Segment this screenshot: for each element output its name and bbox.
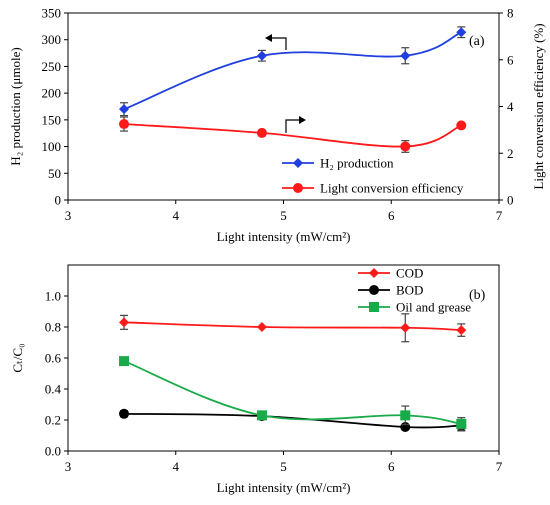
legend-label: H₂ production [320, 156, 394, 171]
y2-tick-label: 4 [507, 99, 514, 114]
right-arrow-head [299, 116, 306, 124]
data-point [119, 317, 130, 328]
y2-tick-label: 0 [507, 193, 514, 208]
data-point [119, 119, 130, 130]
y-tick-label: 0 [55, 193, 62, 208]
chart-panel-b: 3 4 5 6 7 0.0 0.2 0.4 0.6 0.8 1.0 Light intensity (… [10, 264, 503, 495]
x-tick-label: 6 [388, 208, 395, 223]
legend-marker [369, 285, 379, 295]
series-line [123, 321, 462, 331]
y-tick-label: 1.0 [45, 289, 61, 304]
data-point [256, 50, 267, 61]
series-0 [119, 26, 467, 117]
series-1 [119, 116, 467, 153]
x-axis-label: Light intensity (mW/cm²) [217, 480, 351, 495]
data-point [456, 418, 467, 429]
left-arrow-head [265, 34, 272, 42]
y-axis-label: Cₜ/C₀ [10, 343, 25, 372]
data-point [456, 27, 467, 38]
y-tick-label: 50 [48, 166, 61, 181]
x-tick-label: 7 [496, 459, 503, 474]
series-0 [119, 313, 467, 343]
legend: H₂ production Light conversion efficiency [282, 156, 464, 196]
legend-marker [369, 268, 379, 278]
data-point [400, 141, 411, 152]
y-tick-label: 150 [42, 112, 62, 127]
y-tick-label: 250 [42, 59, 62, 74]
y-tick-label: 0.4 [45, 382, 62, 397]
data-point [119, 408, 130, 419]
y-tick-label: 0.2 [45, 413, 61, 428]
y-tick-label: 0.0 [45, 444, 61, 459]
legend-label: BOD [396, 283, 423, 298]
x-tick-label: 6 [388, 459, 395, 474]
x-tick-label: 7 [496, 208, 503, 223]
x-axis-label: Light intensity (mW/cm²) [217, 229, 351, 244]
panel-label: (b) [469, 288, 486, 303]
legend-label: Light conversion efficiency [320, 181, 464, 196]
legend-marker [293, 158, 303, 168]
right-arrow [285, 119, 300, 133]
legend-label: Oil and grease [396, 300, 471, 315]
series-line [123, 360, 462, 425]
series-2 [119, 356, 467, 431]
x-tick-label: 3 [65, 208, 72, 223]
legend: COD BOD Oil and grease [358, 266, 471, 315]
x-tick-label: 5 [280, 459, 287, 474]
y2-tick-label: 2 [507, 146, 514, 161]
left-arrow [271, 37, 287, 50]
legend-label: COD [396, 266, 423, 281]
data-point [256, 127, 267, 138]
data-point [400, 410, 411, 421]
series-line [123, 31, 462, 111]
y2-axis-label: Light conversion efficiency (%) [531, 23, 546, 189]
y-tick-label: 350 [42, 6, 62, 21]
data-point [456, 120, 467, 131]
x-tick-label: 4 [173, 459, 180, 474]
y-tick-label: 300 [42, 32, 62, 47]
x-tick-label: 3 [65, 459, 72, 474]
x-tick-label: 5 [280, 208, 287, 223]
y2-tick-label: 6 [507, 52, 514, 67]
y-tick-label: 100 [42, 139, 62, 154]
data-point [400, 322, 411, 333]
data-point [400, 50, 411, 61]
legend-marker [293, 183, 303, 193]
legend-marker [369, 302, 379, 312]
series-1 [119, 408, 467, 432]
series-line [123, 123, 462, 148]
data-point [119, 104, 130, 115]
panel-label: (a) [469, 34, 485, 49]
y-tick-label: 200 [42, 86, 62, 101]
plot-frame [67, 264, 500, 452]
x-tick-label: 4 [173, 208, 180, 223]
y-tick-label: 0.8 [45, 320, 61, 335]
y-axis-label: H₂ production (μmole) [8, 47, 23, 165]
y2-tick-label: 8 [507, 6, 514, 21]
data-point [456, 325, 467, 336]
y-tick-label: 0.6 [45, 351, 62, 366]
data-point [119, 356, 130, 367]
data-point [256, 410, 267, 421]
data-point [256, 322, 267, 332]
